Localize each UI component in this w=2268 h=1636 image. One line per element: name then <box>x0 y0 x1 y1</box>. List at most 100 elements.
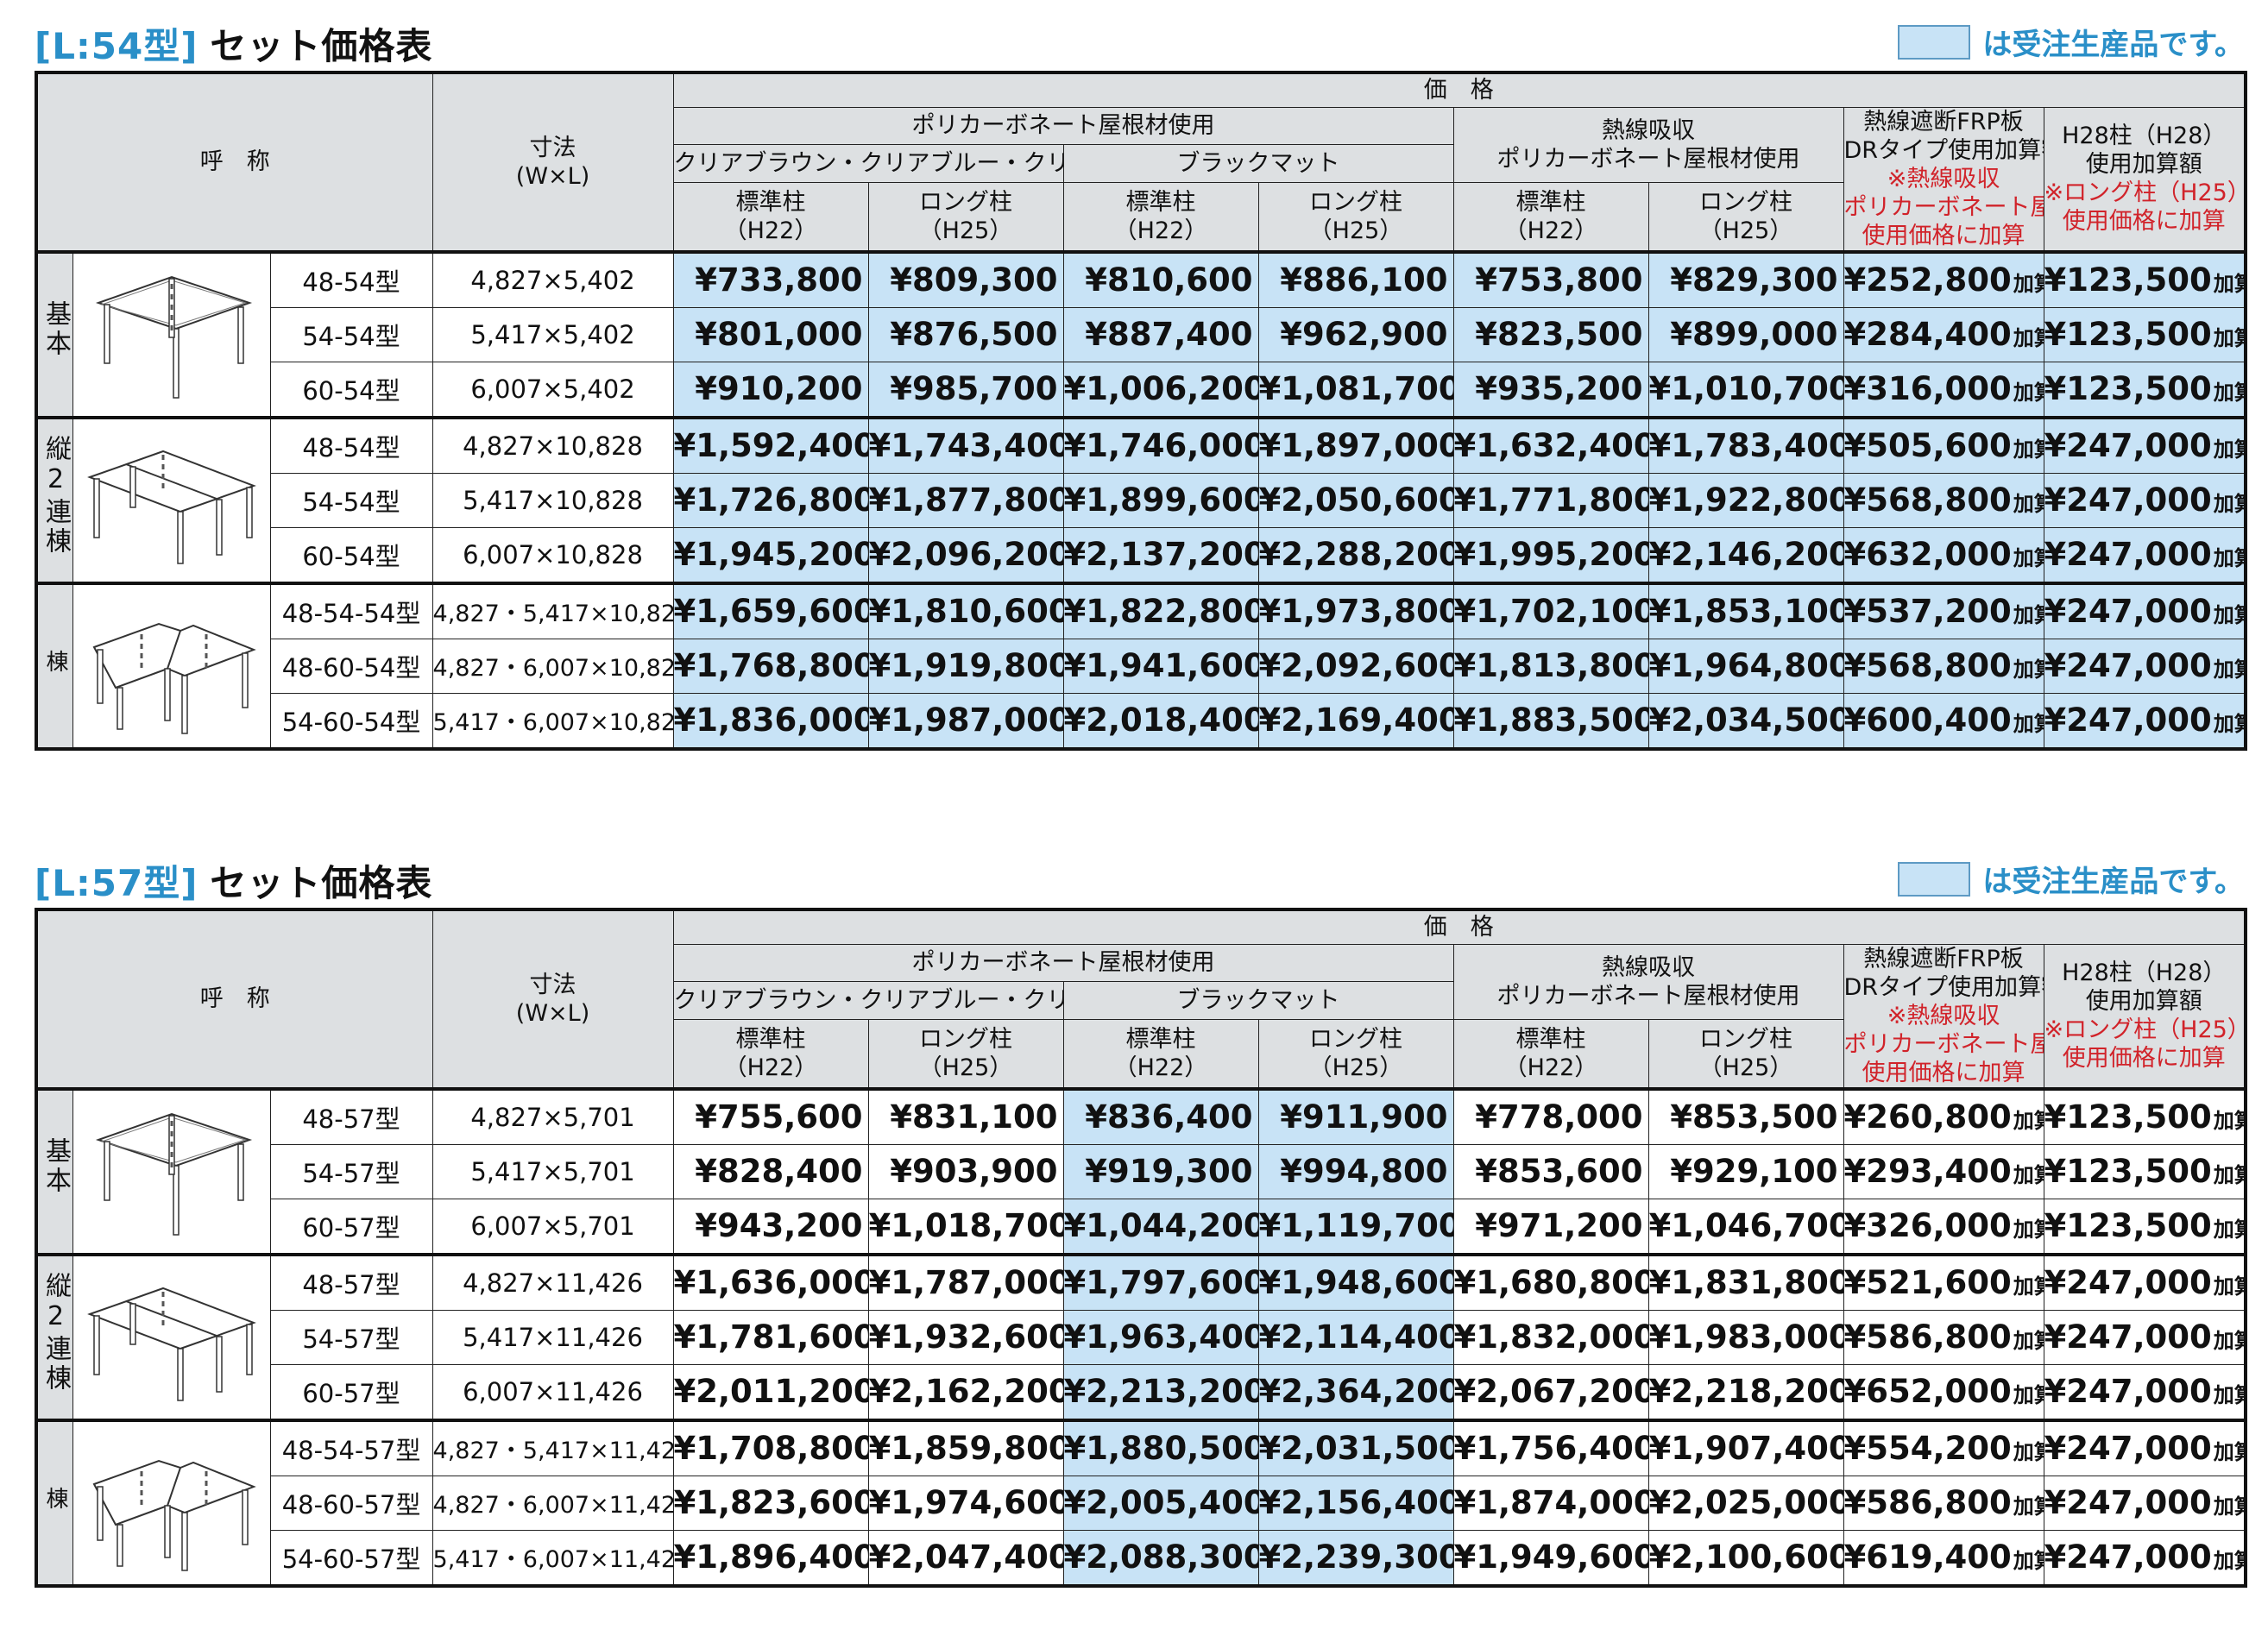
price-value: ¥778,000 <box>1475 1098 1643 1136</box>
model-code: [L:57型] <box>35 862 198 904</box>
price-value: ¥828,400 <box>695 1153 863 1190</box>
price-value: ¥2,146,200 <box>1648 536 1844 573</box>
price-cell: ¥1,899,600 <box>1062 472 1259 528</box>
addition-suffix: 加算 <box>2213 1549 2245 1573</box>
price-value: ¥1,963,400 <box>1063 1318 1259 1356</box>
group-label-maguchi: 間口違い縦2連棟 <box>35 1418 73 1586</box>
addition-suffix: 加算 <box>2013 326 2043 350</box>
price-value: ¥853,600 <box>1475 1153 1643 1190</box>
price-cell: ¥1,880,500 <box>1062 1418 1259 1476</box>
price-value: ¥2,137,200 <box>1063 536 1259 573</box>
price-value: ¥1,836,000 <box>673 702 869 739</box>
price-value: ¥1,922,800 <box>1648 481 1844 519</box>
long-label: ロング柱 <box>919 188 1013 216</box>
price-table: 呼 称 寸法 (W×L) 価 格 ポリカーボネート屋根材使用 熱線吸収 ポリカーボネ… <box>35 71 2248 751</box>
addition-suffix: 加算 <box>2013 492 2043 516</box>
carport-illustration <box>72 1086 271 1255</box>
group-label-tate: 縦2連棟 <box>35 1252 73 1420</box>
price-value: ¥586,800 <box>1843 1484 2012 1521</box>
price-cell: ¥1,813,800 <box>1452 638 1649 694</box>
heat-line-2: ポリカーボネート屋根材使用 <box>1496 982 1800 1010</box>
model-name: 60-57型 <box>269 1363 433 1420</box>
header-name: 呼 称 <box>35 909 433 1089</box>
price-cell: ¥326,000加算 <box>1843 1198 2044 1255</box>
long-label: ロング柱 <box>1309 1025 1403 1053</box>
price-value: ¥1,006,200 <box>1063 370 1259 407</box>
price-value: ¥1,974,600 <box>868 1484 1064 1521</box>
price-value: ¥1,680,800 <box>1453 1264 1649 1301</box>
table-row: 60-57型 6,007×11,426 ¥2,011,200 ¥2,162,200 ¥2… <box>36 1363 2246 1420</box>
h28-line-2: 使用加算額 <box>2085 151 2202 178</box>
price-value: ¥2,213,200 <box>1063 1373 1259 1410</box>
price-cell: ¥1,010,700 <box>1647 361 1844 418</box>
carport-illustration <box>72 1418 271 1586</box>
h28-line-2: 使用加算額 <box>2085 988 2202 1015</box>
price-value: ¥876,500 <box>890 316 1058 353</box>
price-value: ¥1,081,700 <box>1258 370 1454 407</box>
price-cell: ¥260,800加算 <box>1843 1086 2044 1145</box>
addition-suffix: 加算 <box>2213 381 2245 405</box>
price-cell: ¥123,500加算 <box>2043 1086 2246 1145</box>
price-value: ¥1,877,800 <box>868 481 1064 519</box>
price-cell: ¥521,600加算 <box>1843 1252 2044 1311</box>
price-value: ¥247,000 <box>2044 481 2212 519</box>
price-cell: ¥943,200 <box>672 1198 869 1255</box>
dimension-cell: 5,417・6,007×10,828 <box>432 692 674 749</box>
addition-suffix: 加算 <box>2213 326 2245 350</box>
price-cell: ¥1,974,600 <box>867 1475 1064 1531</box>
long-label: ロング柱 <box>1309 188 1403 216</box>
price-value: ¥554,200 <box>1843 1430 2012 1467</box>
std-label: 標準柱 <box>1515 1025 1586 1053</box>
dimension-cell: 4,827・5,417×11,426 <box>432 1418 674 1476</box>
group-label-tate: 縦2連棟 <box>35 415 73 583</box>
price-value: ¥2,050,600 <box>1258 481 1454 519</box>
price-value: ¥994,800 <box>1280 1153 1448 1190</box>
price-value: ¥2,067,200 <box>1453 1373 1649 1410</box>
price-cell: ¥1,046,700 <box>1647 1198 1844 1255</box>
price-value: ¥247,000 <box>2044 647 2212 684</box>
price-value: ¥632,000 <box>1843 536 2012 573</box>
addition-suffix: 加算 <box>2013 1494 2043 1519</box>
table-body: 基本 48-57型 4,827×5,701 ¥755,600 ¥831,100 ¥836,… <box>35 1086 2246 1586</box>
price-value: ¥123,500 <box>2044 1207 2212 1244</box>
price-value: ¥911,900 <box>1280 1098 1448 1136</box>
price-cell: ¥2,011,200 <box>672 1363 869 1420</box>
price-value: ¥2,005,400 <box>1063 1484 1259 1521</box>
price-value: ¥971,200 <box>1475 1207 1643 1244</box>
long-height: （H25） <box>1308 1054 1403 1081</box>
price-value: ¥2,047,400 <box>868 1538 1064 1576</box>
price-value: ¥1,708,800 <box>673 1430 869 1467</box>
price-value: ¥505,600 <box>1843 427 2012 464</box>
price-cell: ¥1,995,200 <box>1452 526 1649 583</box>
price-value: ¥1,859,800 <box>868 1430 1064 1467</box>
price-cell: ¥123,500加算 <box>2043 1198 2246 1255</box>
price-value: ¥2,096,200 <box>868 536 1064 573</box>
h28-note-1: ※ロング柱（H25） <box>2044 1016 2246 1043</box>
table-row: 基本 48-57型 4,827×5,701 ¥755,600 ¥831,100 ¥836,… <box>35 1086 2246 1255</box>
price-cell: ¥1,768,800 <box>672 638 869 694</box>
price-cell: ¥1,963,400 <box>1062 1309 1259 1365</box>
header-polycarbonate: ポリカーボネート屋根材使用 <box>672 943 1454 983</box>
price-cell: ¥919,300 <box>1062 1143 1259 1199</box>
h28-line-1: H28柱（H28） <box>2062 960 2227 986</box>
price-cell: ¥1,081,700 <box>1257 361 1454 418</box>
heat-line-2: ポリカーボネート屋根材使用 <box>1496 145 1800 173</box>
price-cell: ¥600,400加算 <box>1843 692 2044 749</box>
std-label: 標準柱 <box>1125 188 1196 216</box>
price-cell: ¥1,797,600 <box>1062 1252 1259 1311</box>
price-cell: ¥828,400 <box>672 1143 869 1199</box>
price-value: ¥823,500 <box>1475 316 1643 353</box>
addition-suffix: 加算 <box>2213 1329 2245 1353</box>
price-cell: ¥911,900 <box>1257 1086 1454 1145</box>
price-value: ¥247,000 <box>2044 702 2212 739</box>
price-cell: ¥284,400加算 <box>1843 306 2044 362</box>
price-value: ¥2,031,500 <box>1258 1430 1454 1467</box>
price-value: ¥652,000 <box>1843 1373 2012 1410</box>
model-code: [L:54型] <box>35 25 198 67</box>
price-cell: ¥1,044,200 <box>1062 1198 1259 1255</box>
addition-suffix: 加算 <box>2213 1109 2245 1133</box>
std-height: （H22） <box>1113 217 1208 244</box>
model-name: 48-54型 <box>269 249 433 308</box>
price-cell: ¥1,119,700 <box>1257 1198 1454 1255</box>
price-value: ¥123,500 <box>2044 1098 2212 1136</box>
